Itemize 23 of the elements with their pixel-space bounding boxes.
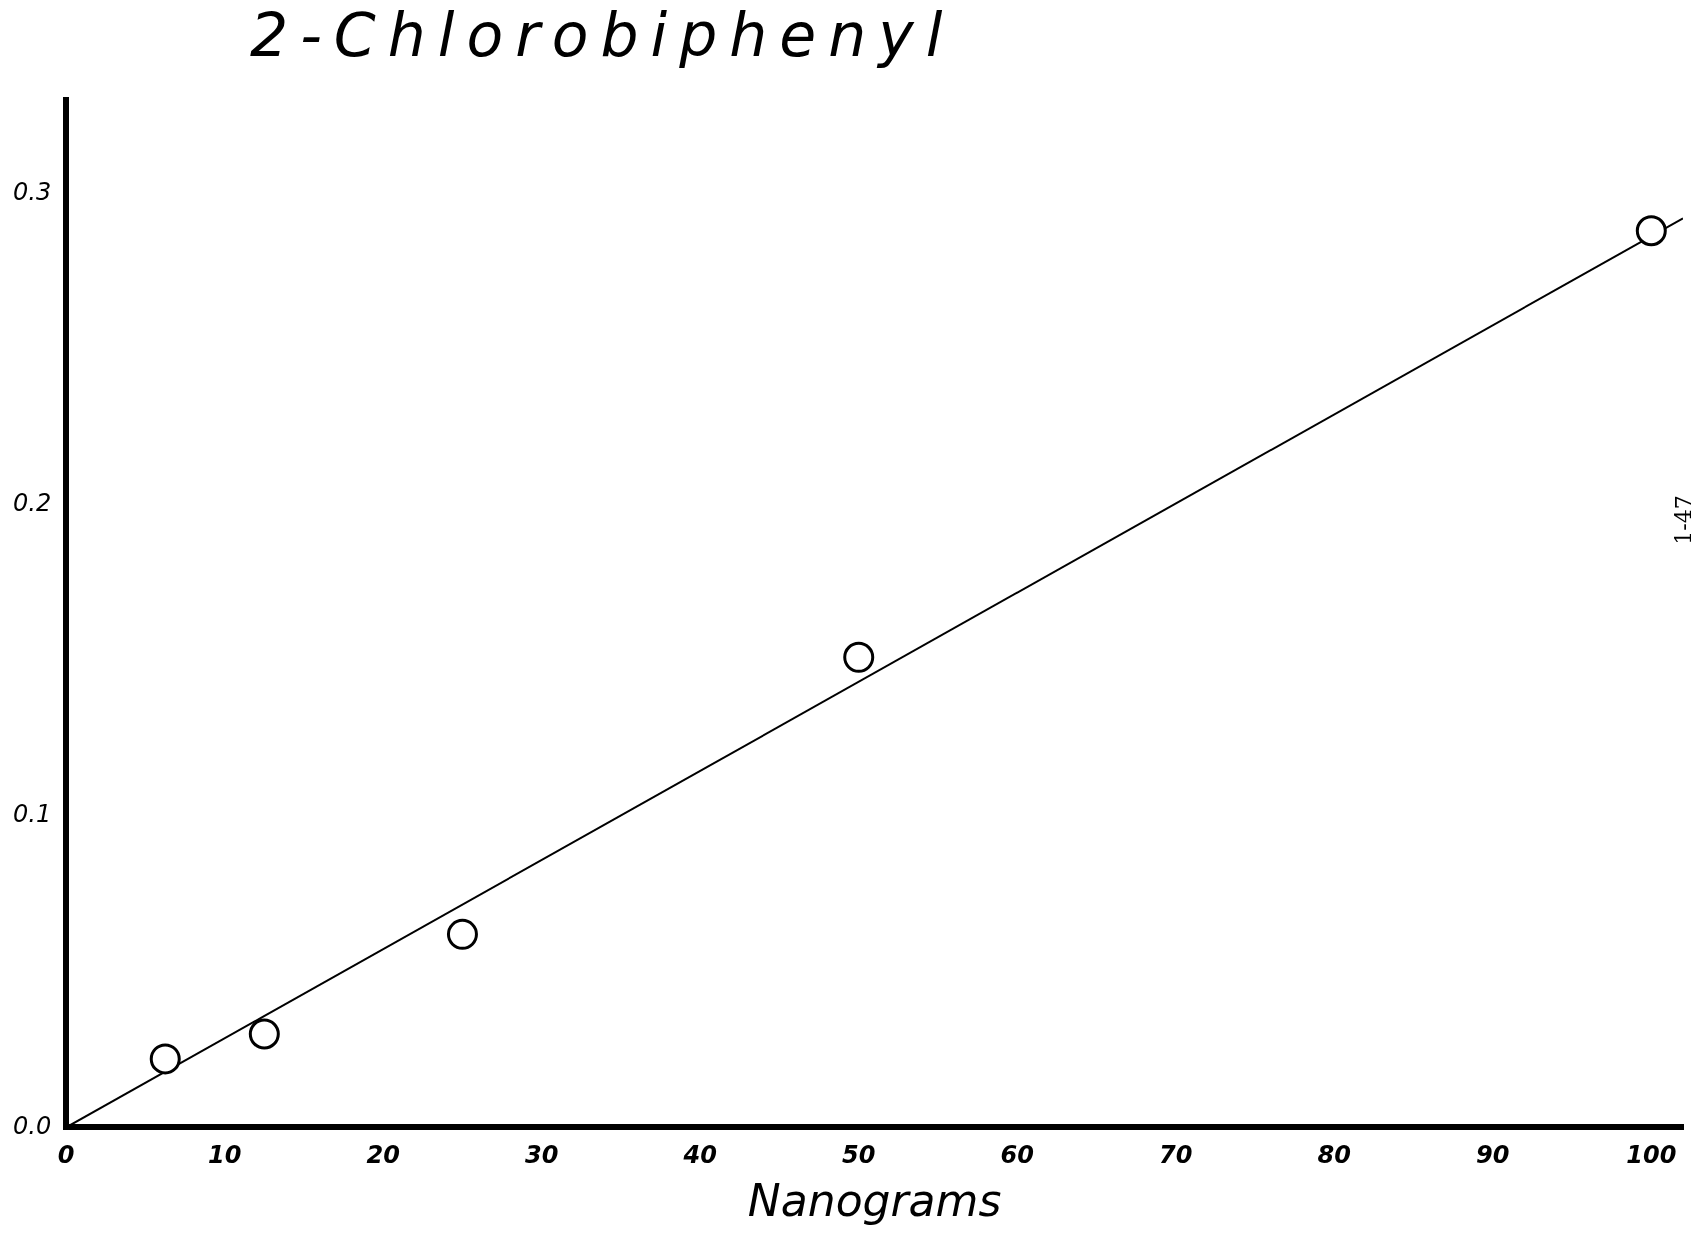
x-tick-label: 10 <box>207 1141 242 1170</box>
x-tick-label: 70 <box>1159 1141 1193 1170</box>
y-tick-label: 0.0 <box>13 1111 52 1140</box>
x-tick-label: 60 <box>1000 1141 1034 1170</box>
x-tick-label: 90 <box>1476 1141 1510 1170</box>
x-tick-label: 30 <box>525 1141 559 1170</box>
y-tick-label: 0.2 <box>13 488 52 517</box>
point <box>1635 215 1667 247</box>
x-tick-label: 50 <box>842 1141 876 1170</box>
y-tick-label: 0.1 <box>13 800 52 829</box>
x-tick-label: 40 <box>682 1141 717 1170</box>
point <box>149 1043 181 1075</box>
x-tick-label: 80 <box>1317 1141 1351 1170</box>
x-axis-title: Nanograms <box>747 1175 1002 1227</box>
point <box>446 918 478 950</box>
annotation: 1-47 <box>1670 495 1696 545</box>
point <box>248 1018 280 1050</box>
point <box>843 641 875 673</box>
y-tick-label: 0.3 <box>13 177 52 206</box>
x-tick-label: 20 <box>366 1141 400 1170</box>
x-tick-label: 100 <box>1626 1141 1677 1170</box>
chart-title: 2-Chlorobiphenyl <box>250 0 955 70</box>
x-tick-label: 0 <box>57 1141 75 1170</box>
